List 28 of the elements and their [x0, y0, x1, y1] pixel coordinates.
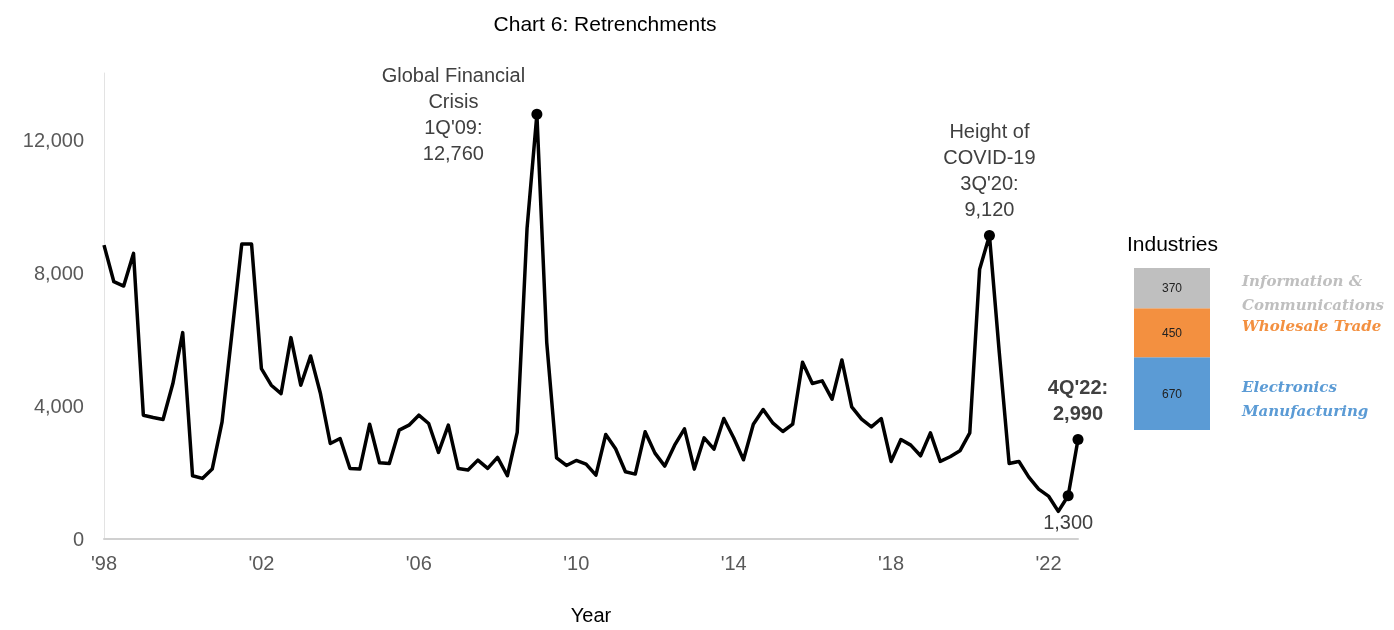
data-label: Height of COVID-19 3Q'20: 9,120: [943, 119, 1036, 220]
data-label: 4Q'22: 2,990: [1047, 375, 1109, 424]
x-axis-title: Year: [570, 604, 612, 626]
y-tick-label: 8,000: [33, 261, 84, 284]
point: [983, 229, 995, 241]
y-tick-label: 12,000: [22, 128, 84, 151]
point: [1072, 433, 1084, 445]
text: Electronics Manufacturing: [1241, 377, 1369, 420]
x-tick-label: '10: [563, 552, 590, 574]
data-label: 670: [1161, 386, 1183, 401]
y-tick-label: 0: [72, 528, 84, 550]
chart-title: Chart 6: Retrenchments: [493, 12, 717, 35]
data-label: Global Financial Crisis 1Q'09: 12,760: [381, 64, 526, 165]
data-label: 450: [1161, 325, 1183, 340]
data-label: 1,300: [1043, 511, 1094, 534]
text: Information & Communications: [1241, 272, 1385, 315]
chart-title: Industries: [1127, 232, 1219, 255]
y-tick-label: 4,000: [33, 394, 84, 417]
x-tick-label: '22: [1035, 552, 1062, 574]
point: [531, 108, 543, 120]
x-tick-label: '02: [248, 552, 275, 574]
x-tick-label: '06: [405, 552, 432, 574]
x-tick-label: '98: [90, 552, 118, 574]
data-label: 370: [1161, 281, 1183, 296]
x-tick-label: '14: [720, 552, 747, 574]
text: Wholesale Trade: [1242, 316, 1382, 335]
point: [1062, 490, 1074, 502]
x-tick-label: '18: [878, 552, 905, 574]
